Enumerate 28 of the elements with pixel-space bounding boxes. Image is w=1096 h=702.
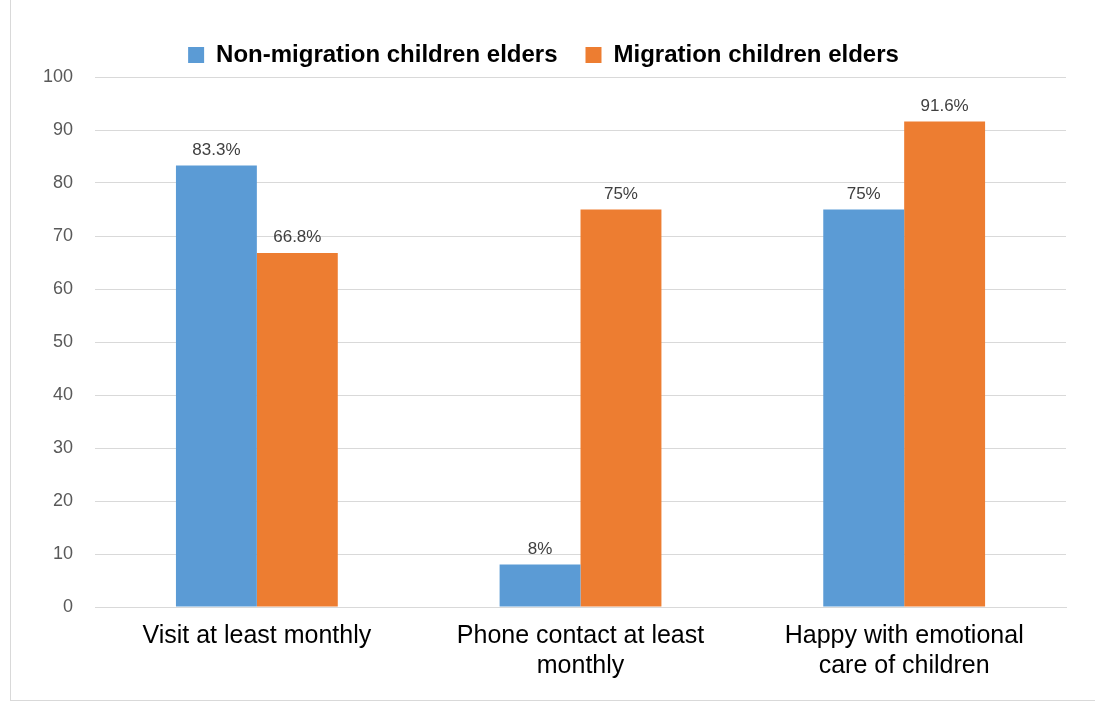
data-label: 91.6% bbox=[920, 95, 969, 115]
y-tick-label: 70 bbox=[53, 224, 74, 245]
bar bbox=[904, 121, 986, 607]
y-tick-label: 90 bbox=[53, 118, 74, 139]
y-tick-label: 20 bbox=[53, 489, 74, 510]
y-tick-label: 80 bbox=[53, 171, 74, 192]
legend-label: Migration children elders bbox=[613, 39, 899, 67]
y-tick-label: 100 bbox=[42, 65, 74, 86]
x-tick-label: Visit at least monthly bbox=[142, 619, 372, 648]
y-tick-label: 60 bbox=[53, 277, 74, 298]
x-tick-label: Happy with emotional care of children bbox=[784, 619, 1024, 678]
bar bbox=[823, 209, 905, 607]
data-label: 83.3% bbox=[192, 139, 241, 159]
x-tick-label: Phone contact at least monthly bbox=[456, 619, 705, 678]
y-tick-label: 50 bbox=[53, 330, 74, 351]
legend-label: Non-migration children elders bbox=[216, 39, 558, 67]
y-tick-label: 30 bbox=[53, 436, 74, 457]
bar bbox=[256, 252, 338, 607]
bar bbox=[580, 209, 662, 607]
bar bbox=[175, 165, 257, 607]
data-label: 66.8% bbox=[273, 227, 322, 247]
y-tick-label: 10 bbox=[53, 542, 74, 563]
y-tick-label: 0 bbox=[63, 595, 74, 616]
bar bbox=[499, 564, 581, 607]
data-label: 8% bbox=[527, 538, 553, 558]
data-label: 75% bbox=[846, 183, 881, 203]
y-tick-label: 40 bbox=[53, 383, 74, 404]
data-label: 75% bbox=[603, 183, 638, 203]
